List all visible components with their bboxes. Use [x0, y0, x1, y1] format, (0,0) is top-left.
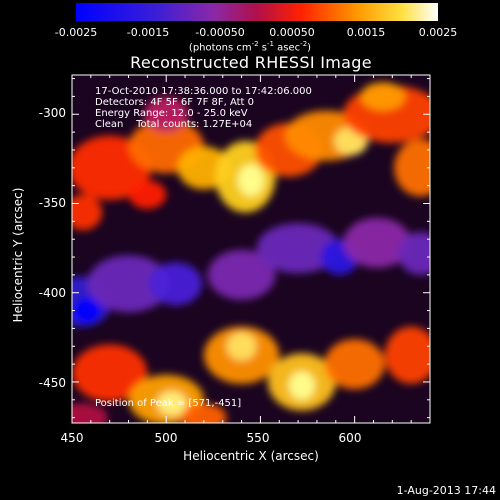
timestamp: 1-Aug-2013 17:44 [396, 484, 496, 497]
heatmap-blob [72, 194, 103, 231]
heatmap-blob [87, 255, 170, 313]
heatmap-blob [226, 331, 257, 361]
plot-frame [71, 74, 431, 424]
heatmap [72, 75, 430, 423]
heatmap-blob [149, 262, 203, 306]
heatmap-blob [128, 180, 167, 209]
colorbar-tick: 0.0025 [418, 26, 458, 39]
y-tick-label: -350 [38, 196, 66, 210]
y-tick-label: -400 [38, 286, 66, 300]
x-tick-label: 550 [246, 431, 270, 445]
heatmap-blob [143, 96, 189, 133]
colorbar-tick: 0.0015 [346, 26, 386, 39]
heatmap-blob [72, 403, 108, 423]
heatmap-blob [397, 232, 430, 275]
annotation-time: 17-Oct-2010 17:38:36.000 to 17:42:06.000 [95, 86, 312, 97]
heatmap-blob [181, 403, 227, 423]
axes [71, 75, 431, 423]
y-tick-label: -300 [38, 106, 66, 120]
y-tick-label: -450 [38, 376, 66, 390]
heatmap-blob [207, 249, 276, 300]
x-tick-label: 450 [60, 431, 84, 445]
heatmap-blob [360, 82, 406, 111]
heatmap-blob [288, 371, 316, 400]
chart-title: Reconstructed RHESSI Image [130, 53, 372, 72]
annotation-peak-position: Position of Peak = [571,-451] [95, 398, 242, 409]
colorbar-tick: -0.0015 [126, 26, 170, 39]
colorbar [76, 3, 438, 21]
heatmap-blob [324, 339, 385, 390]
annotation-clean: Clean Total counts: 1.27E+04 [95, 119, 253, 130]
annotation-energy: Energy Range: 12.0 - 25.0 keV [95, 108, 248, 119]
colorbar-label: (photons cm-2 s-1 asec-2) [188, 40, 312, 54]
x-tick-label: 500 [154, 431, 178, 445]
colorbar-tick: 0.00050 [269, 26, 315, 39]
colorbar-tick: -0.0025 [54, 26, 98, 39]
x-axis-label: Heliocentric X (arcsec) [183, 449, 319, 463]
heatmap-blob [72, 344, 148, 402]
x-tick-label: 600 [338, 431, 362, 445]
heatmap-blob [256, 223, 340, 274]
heatmap-blob [394, 139, 430, 197]
annotation-detectors: Detectors: 4F 5F 6F 7F 8F, Att 0 [95, 97, 255, 108]
heatmap-blobs [72, 82, 430, 423]
heatmap-blob [384, 326, 430, 384]
heatmap-blob [73, 298, 101, 324]
heatmap-blob [237, 164, 265, 197]
y-axis-label: Heliocentric Y (arcsec) [11, 187, 25, 323]
heatmap-blob [156, 390, 187, 416]
colorbar-tick: -0.00050 [195, 26, 245, 39]
heatmap-blob [343, 217, 412, 268]
